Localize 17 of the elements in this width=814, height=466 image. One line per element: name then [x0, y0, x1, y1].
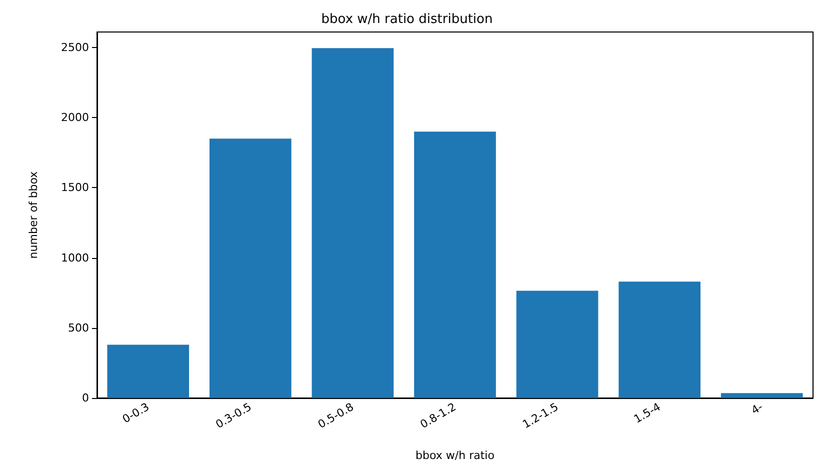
- x-axis-title: bbox w/h ratio: [416, 449, 495, 462]
- chart-title: bbox w/h ratio distribution: [321, 12, 493, 27]
- y-tick-label: 500: [68, 321, 89, 334]
- y-tick-label: 1000: [61, 251, 89, 264]
- bar: [618, 282, 700, 398]
- bar: [107, 344, 190, 398]
- y-tick-label: 2500: [61, 40, 89, 54]
- y-tick-label: 0: [82, 392, 89, 404]
- bar: [720, 393, 803, 398]
- y-axis-title: number of bbox: [27, 170, 40, 259]
- y-tick-label: 1500: [61, 181, 89, 194]
- bar: [414, 132, 496, 398]
- bar: [516, 290, 598, 398]
- bar: [312, 48, 394, 398]
- y-tick-label: 2000: [61, 111, 89, 124]
- x-tick-label: 4-: [749, 400, 766, 418]
- bar: [210, 138, 292, 398]
